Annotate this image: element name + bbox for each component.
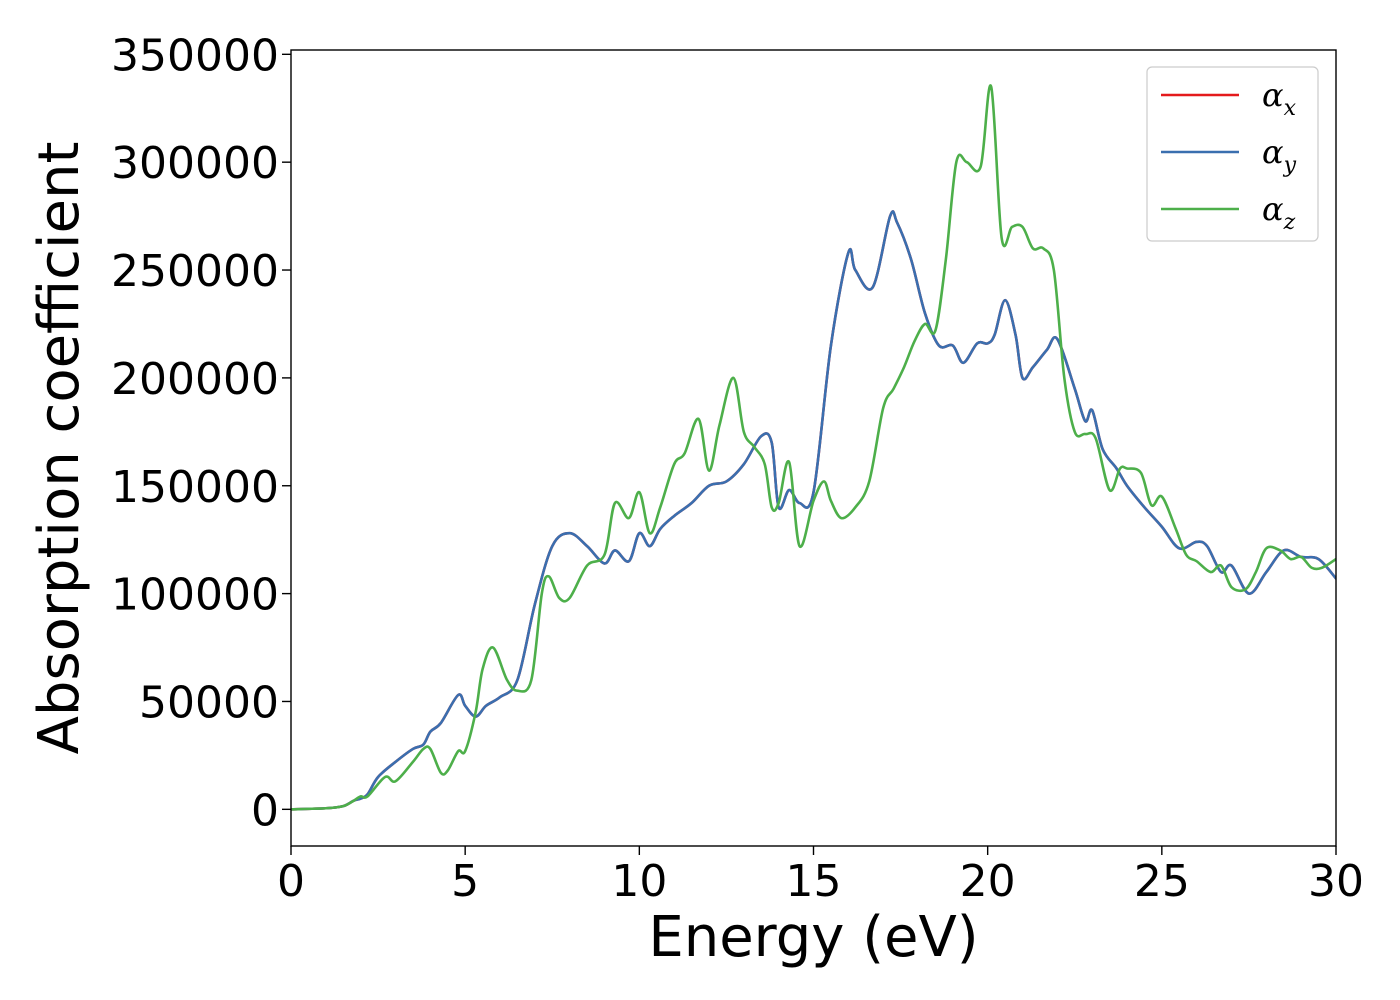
y-axis-label: Absorption coefficient — [27, 142, 92, 755]
y-tick-label: 0 — [251, 785, 279, 836]
x-tick-label: 30 — [1308, 856, 1364, 907]
y-tick-label: 300000 — [111, 138, 279, 189]
legend-label-z: αz — [1262, 190, 1296, 235]
x-tick-label: 5 — [451, 856, 479, 907]
y-tick-label: 200000 — [111, 354, 279, 405]
x-tick-label: 0 — [277, 856, 305, 907]
x-tick-label: 15 — [786, 856, 842, 907]
series-line-x — [291, 210, 1336, 811]
legend-box — [1146, 66, 1319, 242]
x-tick-label: 25 — [1134, 856, 1190, 907]
y-tick-label: 150000 — [111, 462, 279, 513]
y-tick-label: 100000 — [111, 570, 279, 621]
y-tick-label: 50000 — [139, 677, 279, 728]
ticks-layer: 0 5 10 15 20 25 30 0 50000 100000 150000 200000 2500… — [111, 30, 1364, 907]
y-tick-label: 250000 — [111, 246, 279, 297]
series-line-z — [291, 84, 1336, 811]
legend-label-y: αy — [1262, 133, 1297, 178]
legend: αx αy αz — [1146, 66, 1319, 242]
series-line-y — [291, 210, 1336, 811]
legend-label-x: αx — [1262, 76, 1297, 121]
x-axis-label: Energy (eV) — [648, 905, 978, 970]
x-tick-label: 10 — [611, 856, 667, 907]
x-tick-label: 20 — [960, 856, 1016, 907]
series-layer — [291, 84, 1336, 811]
y-tick-label: 350000 — [111, 30, 279, 81]
